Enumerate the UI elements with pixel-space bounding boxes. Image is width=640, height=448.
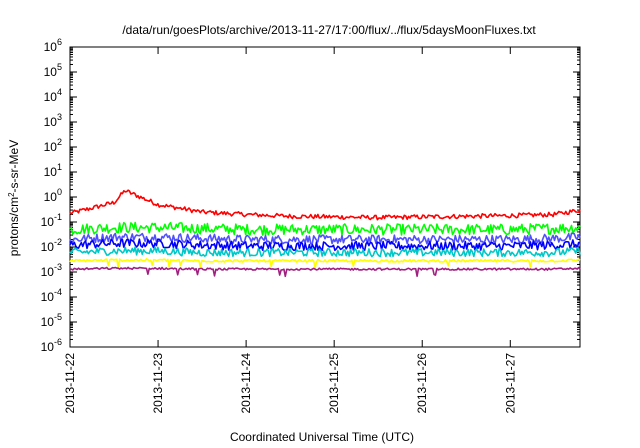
y-tick-base: 10 (41, 240, 55, 254)
y-tick-base: 10 (41, 315, 55, 329)
y-tick-label: 101 (44, 162, 62, 179)
y-tick-base: 10 (41, 215, 55, 229)
series-line-5 (69, 258, 581, 269)
y-tick-exp: 4 (57, 87, 62, 97)
y-tick-exp: 1 (57, 162, 62, 172)
y-tick-exp: 0 (57, 187, 62, 197)
series-line-1 (69, 221, 581, 236)
y-tick-label: 10-1 (41, 212, 62, 229)
x-tick-label: 2013-11-27 (503, 353, 517, 414)
y-tick-label: 105 (44, 62, 62, 79)
y-axis-label-sup: 2 (7, 192, 16, 197)
x-tick-label: 2013-11-26 (415, 353, 429, 414)
y-axis-label-prefix: protons/cm (7, 197, 21, 256)
x-tick-label: 2013-11-23 (151, 353, 165, 414)
y-tick-label: 103 (44, 112, 62, 129)
y-tick-exp: -3 (54, 262, 62, 272)
y-tick-label: 10-2 (41, 237, 62, 254)
y-tick-base: 10 (44, 190, 58, 204)
y-tick-base: 10 (41, 290, 55, 304)
y-tick-label: 10-5 (41, 312, 62, 329)
y-tick-base: 10 (44, 90, 58, 104)
y-tick-exp: -1 (54, 212, 62, 222)
plot-frame (69, 46, 581, 348)
y-tick-exp: -5 (54, 312, 62, 322)
series-line-4 (69, 246, 581, 258)
x-tick-label: 2013-11-24 (239, 353, 253, 414)
y-tick-label: 102 (44, 137, 62, 154)
x-tick-label: 2013-11-22 (63, 353, 77, 414)
y-tick-base: 10 (44, 65, 58, 79)
y-tick-base: 10 (44, 115, 58, 129)
y-tick-exp: -2 (54, 237, 62, 247)
y-axis-label: protons/cm2-s-sr-MeV (7, 140, 22, 256)
series-line-0 (69, 189, 581, 221)
y-tick-exp: 5 (57, 62, 62, 72)
series-line-6 (69, 266, 581, 278)
y-tick-label: 100 (44, 187, 62, 204)
y-tick-exp: 2 (57, 137, 62, 147)
x-tick-label: 2013-11-25 (327, 353, 341, 414)
y-tick-exp: 3 (57, 112, 62, 122)
x-axis-label: Coordinated Universal Time (UTC) (230, 430, 414, 444)
chart-title: /data/run/goesPlots/archive/2013-11-27/1… (122, 23, 536, 37)
y-tick-base: 10 (44, 165, 58, 179)
y-tick-label: 10-3 (41, 262, 62, 279)
y-tick-exp: -6 (54, 337, 62, 347)
y-tick-exp: 6 (57, 37, 62, 47)
plot-area: 10610510410310210110010-110-210-310-410-… (41, 37, 581, 414)
y-tick-base: 10 (41, 265, 55, 279)
y-tick-exp: -4 (54, 287, 62, 297)
y-tick-base: 10 (44, 40, 58, 54)
y-tick-label: 106 (44, 37, 62, 54)
y-tick-base: 10 (44, 140, 58, 154)
series-line-3 (69, 238, 581, 252)
y-tick-label: 104 (44, 87, 62, 104)
y-axis-label-suffix: -s-sr-MeV (7, 140, 21, 193)
y-tick-label: 10-4 (41, 287, 62, 304)
y-tick-base: 10 (41, 340, 55, 354)
y-tick-label: 10-6 (41, 337, 62, 354)
